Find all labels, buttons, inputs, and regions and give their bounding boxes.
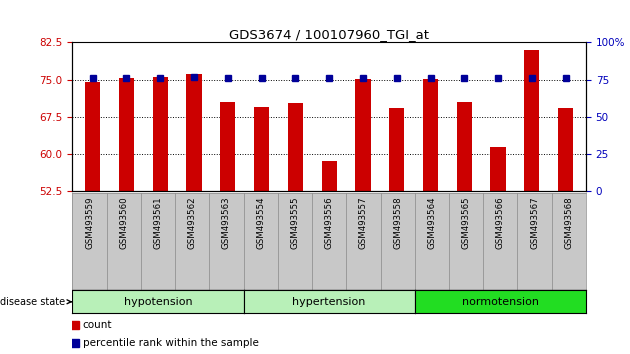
- Bar: [491, 147, 506, 191]
- Text: percentile rank within the sample: percentile rank within the sample: [83, 338, 258, 348]
- Bar: [457, 102, 472, 191]
- Bar: [524, 50, 539, 191]
- Bar: [355, 79, 370, 191]
- Bar: [186, 74, 202, 191]
- Text: hypertension: hypertension: [292, 297, 366, 307]
- Bar: [152, 77, 168, 191]
- Text: GSM493568: GSM493568: [564, 197, 573, 249]
- Text: GSM493555: GSM493555: [290, 197, 299, 249]
- Text: GSM493560: GSM493560: [119, 197, 129, 249]
- Bar: [288, 103, 303, 191]
- Bar: [254, 107, 269, 191]
- Text: GSM493563: GSM493563: [222, 197, 231, 249]
- Text: GSM493567: GSM493567: [530, 197, 539, 249]
- Bar: [558, 108, 573, 191]
- Text: normotension: normotension: [462, 297, 539, 307]
- Bar: [220, 102, 236, 191]
- Text: GSM493556: GSM493556: [324, 197, 334, 249]
- Title: GDS3674 / 100107960_TGI_at: GDS3674 / 100107960_TGI_at: [229, 28, 429, 41]
- Text: GSM493558: GSM493558: [393, 197, 402, 249]
- Bar: [85, 82, 100, 191]
- Bar: [389, 108, 404, 191]
- Text: GSM493564: GSM493564: [427, 197, 437, 249]
- Text: hypotension: hypotension: [123, 297, 192, 307]
- Text: GSM493561: GSM493561: [154, 197, 163, 249]
- Bar: [423, 79, 438, 191]
- Text: count: count: [83, 320, 112, 330]
- Text: disease state: disease state: [0, 297, 71, 307]
- Bar: [119, 78, 134, 191]
- Bar: [321, 161, 337, 191]
- Text: GSM493565: GSM493565: [462, 197, 471, 249]
- Text: GSM493559: GSM493559: [85, 197, 94, 249]
- Text: GSM493566: GSM493566: [496, 197, 505, 249]
- Text: GSM493562: GSM493562: [188, 197, 197, 249]
- Text: GSM493554: GSM493554: [256, 197, 265, 249]
- Text: GSM493557: GSM493557: [359, 197, 368, 249]
